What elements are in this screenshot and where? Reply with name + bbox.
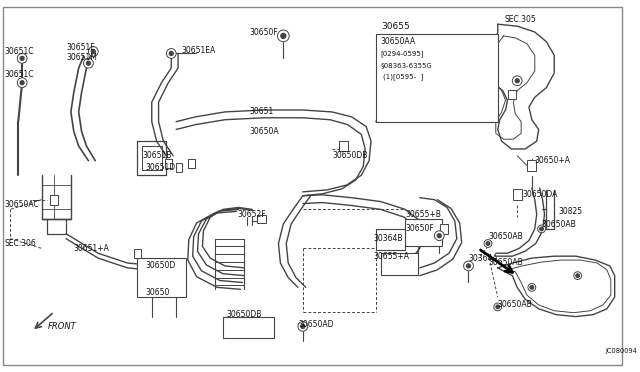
Text: 30650DA: 30650DA — [522, 190, 557, 199]
Bar — [376, 229, 405, 250]
Circle shape — [281, 33, 286, 38]
Circle shape — [86, 61, 90, 65]
Text: 30650D: 30650D — [145, 262, 175, 270]
Bar — [137, 258, 186, 297]
Bar — [257, 215, 266, 223]
Bar — [223, 317, 273, 338]
Text: 30650AD: 30650AD — [298, 320, 333, 329]
Text: 30650AB: 30650AB — [541, 219, 577, 228]
Circle shape — [437, 234, 441, 238]
Circle shape — [17, 78, 27, 87]
Circle shape — [88, 46, 98, 57]
Circle shape — [463, 261, 474, 271]
Circle shape — [170, 51, 173, 55]
Text: 30651E: 30651E — [66, 43, 95, 52]
Text: §08363-6355G: §08363-6355G — [381, 62, 433, 68]
Circle shape — [576, 274, 579, 278]
Circle shape — [540, 227, 543, 231]
Circle shape — [513, 76, 522, 86]
Text: 30650+A: 30650+A — [535, 156, 571, 165]
Circle shape — [530, 286, 534, 289]
Text: 30650F: 30650F — [249, 28, 278, 36]
Bar — [508, 90, 516, 99]
Text: 30651M: 30651M — [66, 53, 97, 62]
Circle shape — [166, 49, 176, 58]
Bar — [376, 34, 498, 122]
Text: 30650A: 30650A — [249, 127, 279, 136]
Circle shape — [17, 54, 27, 63]
Text: 30650AC: 30650AC — [4, 200, 39, 209]
Circle shape — [484, 240, 492, 247]
Text: 30651B: 30651B — [142, 151, 172, 160]
Text: SEC.306: SEC.306 — [4, 239, 36, 248]
Text: (1)[0595-  ]: (1)[0595- ] — [383, 74, 423, 80]
Bar — [381, 253, 418, 275]
Text: JC080094: JC080094 — [605, 348, 637, 354]
Bar — [405, 219, 442, 246]
Bar — [165, 159, 172, 168]
Text: 30364A: 30364A — [468, 254, 498, 263]
Bar — [339, 141, 348, 151]
Bar — [134, 249, 141, 258]
Circle shape — [467, 264, 470, 268]
Text: 30655: 30655 — [381, 22, 410, 31]
Text: 30825: 30825 — [558, 207, 582, 216]
Text: 30655+B: 30655+B — [405, 210, 441, 219]
Text: 30650F: 30650F — [405, 224, 434, 233]
Circle shape — [496, 305, 499, 309]
Text: 30651EA: 30651EA — [181, 46, 215, 55]
Circle shape — [20, 57, 24, 60]
Text: 30651: 30651 — [249, 108, 273, 116]
Text: 30651C: 30651C — [4, 47, 34, 56]
Circle shape — [278, 30, 289, 42]
Bar — [51, 195, 58, 205]
Circle shape — [84, 58, 93, 68]
Circle shape — [92, 49, 95, 54]
Bar — [527, 160, 536, 171]
Circle shape — [435, 231, 444, 241]
Text: 30651D: 30651D — [145, 163, 175, 172]
Text: 30651C: 30651C — [4, 70, 34, 79]
Text: 30650AB: 30650AB — [498, 301, 532, 310]
Text: 30650AB: 30650AB — [488, 232, 523, 241]
Text: 30650AA: 30650AA — [381, 37, 416, 46]
Text: 30364B: 30364B — [373, 234, 403, 243]
Bar — [513, 189, 522, 200]
Text: [0294-0595]: [0294-0595] — [381, 50, 424, 57]
Text: 30651+A: 30651+A — [74, 244, 109, 253]
Circle shape — [20, 81, 24, 85]
Circle shape — [298, 321, 308, 331]
Circle shape — [528, 283, 536, 291]
Bar — [175, 163, 182, 172]
Circle shape — [538, 225, 545, 233]
Text: SEC.305: SEC.305 — [504, 15, 536, 24]
Text: 30650DB: 30650DB — [332, 151, 367, 160]
Bar — [440, 224, 448, 234]
Text: 30650DB: 30650DB — [227, 310, 262, 319]
Text: 30650: 30650 — [145, 288, 170, 297]
Text: 30655+A: 30655+A — [373, 252, 409, 261]
Circle shape — [486, 242, 490, 245]
Circle shape — [301, 324, 305, 328]
Circle shape — [573, 272, 582, 280]
Text: 30650AB: 30650AB — [488, 259, 523, 267]
Circle shape — [494, 303, 502, 311]
Circle shape — [515, 79, 519, 83]
Text: 30652F: 30652F — [237, 210, 266, 219]
Bar — [188, 159, 195, 168]
Text: FRONT: FRONT — [47, 322, 76, 331]
